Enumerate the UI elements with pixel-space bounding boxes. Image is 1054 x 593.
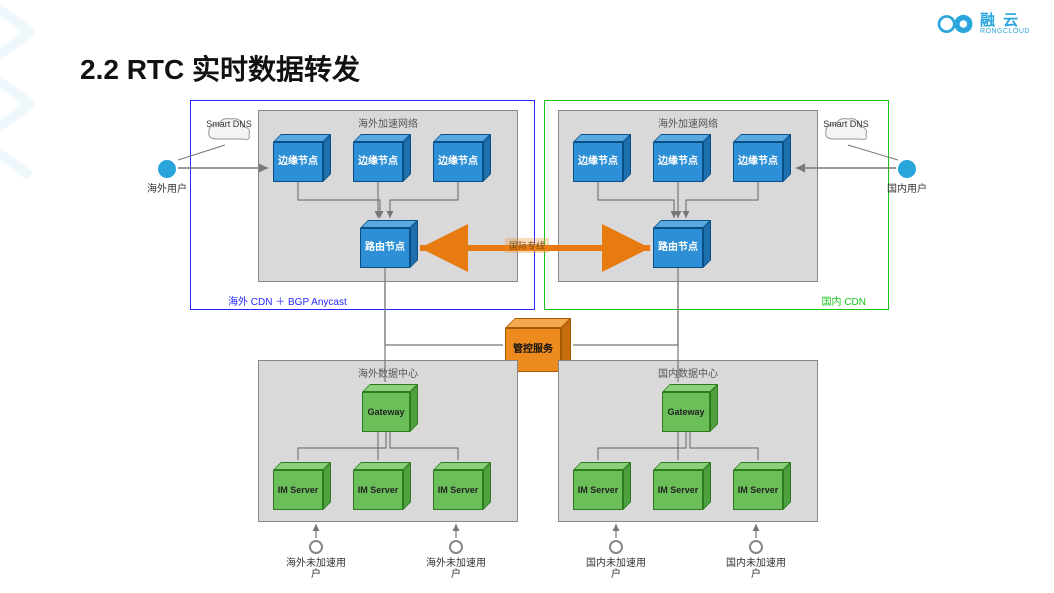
im-right-2: IM Server: [733, 462, 791, 510]
bottom-user-right-1-label: 国内未加速用户: [726, 558, 786, 580]
gateway-left: Gateway: [362, 384, 418, 432]
bottom-user-right-0: [609, 540, 623, 554]
im-left-2: IM Server: [433, 462, 491, 510]
dc-title-right: 国内数据中心: [658, 365, 718, 380]
bottom-user-left-0-label: 海外未加速用户: [286, 558, 346, 580]
link-label: 国际专线: [505, 238, 549, 253]
bottom-user-right-1: [749, 540, 763, 554]
cloud-left-label: Smart DNS: [205, 120, 253, 130]
edge-right-2: 边缘节点: [733, 134, 791, 182]
net-title-left: 海外加速网络: [358, 115, 418, 130]
bottom-user-right-0-label: 国内未加速用户: [586, 558, 646, 580]
cloud-right-label: Smart DNS: [822, 120, 870, 130]
edge-left-1: 边缘节点: [353, 134, 411, 182]
im-left-1: IM Server: [353, 462, 411, 510]
cdn-label-domestic: 国内 CDN: [822, 293, 866, 308]
dc-title-left: 海外数据中心: [358, 365, 418, 380]
im-right-1: IM Server: [653, 462, 711, 510]
bottom-user-left-1-label: 海外未加速用户: [426, 558, 486, 580]
edge-left-2: 边缘节点: [433, 134, 491, 182]
route-left: 路由节点: [360, 220, 418, 268]
bottom-user-left-0: [309, 540, 323, 554]
user-left: [158, 160, 176, 178]
edge-right-1: 边缘节点: [653, 134, 711, 182]
user-left-label: 海外用户: [137, 180, 197, 195]
cdn-label-overseas: 海外 CDN ＋ BGP Anycast: [228, 293, 347, 308]
bottom-user-left-1: [449, 540, 463, 554]
im-right-0: IM Server: [573, 462, 631, 510]
gateway-right: Gateway: [662, 384, 718, 432]
im-left-0: IM Server: [273, 462, 331, 510]
user-right: [898, 160, 916, 178]
user-right-label: 国内用户: [877, 180, 937, 195]
net-title-right: 海外加速网络: [658, 115, 718, 130]
edge-right-0: 边缘节点: [573, 134, 631, 182]
diagram-canvas: 海外 CDN ＋ BGP Anycast 国内 CDN Smart DNS 海外…: [0, 0, 1054, 593]
route-right: 路由节点: [653, 220, 711, 268]
edge-left-0: 边缘节点: [273, 134, 331, 182]
